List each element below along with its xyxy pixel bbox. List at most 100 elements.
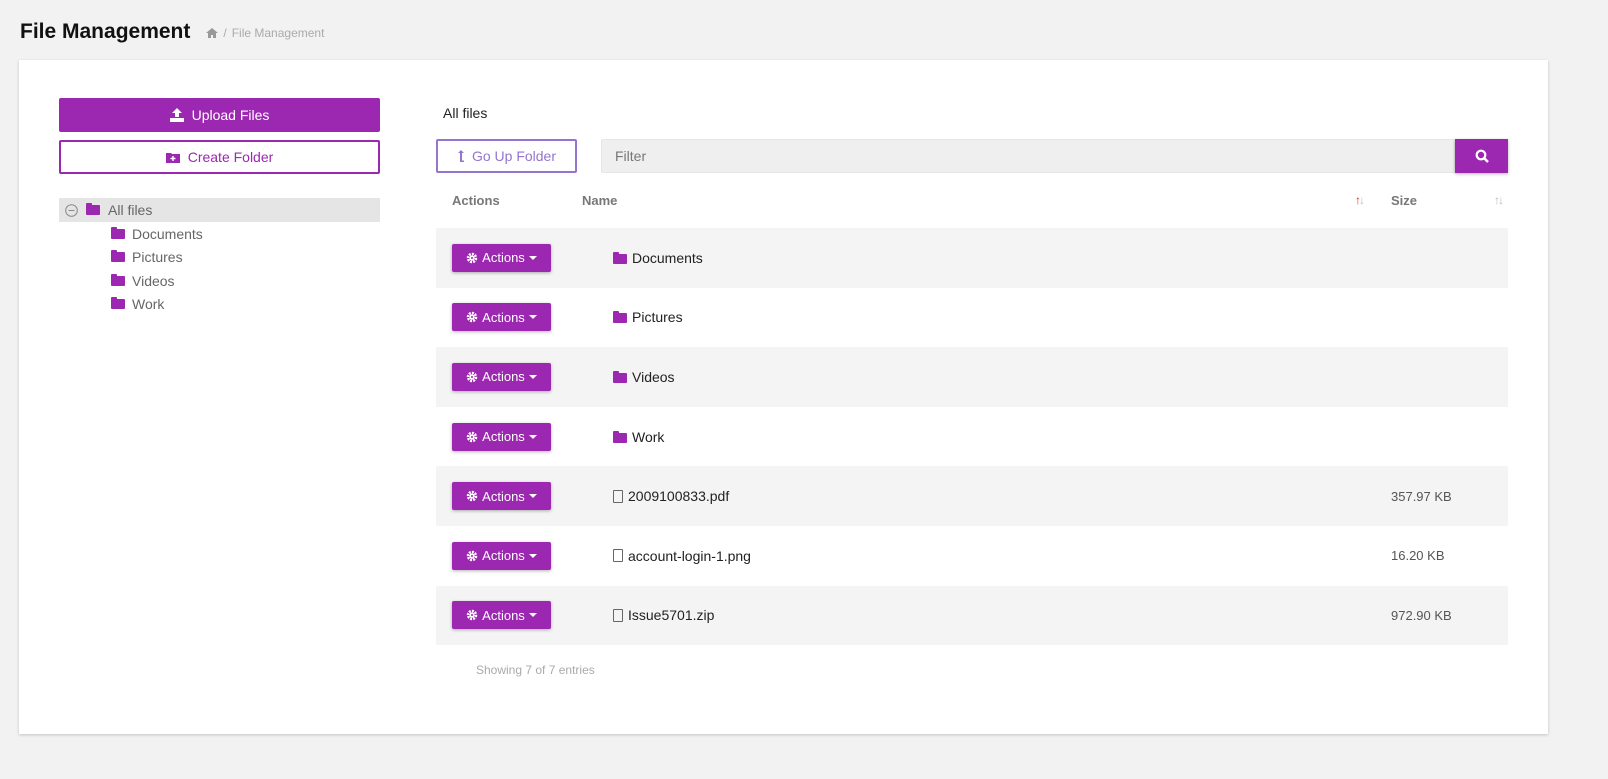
tree-item-videos[interactable]: Videos bbox=[59, 269, 380, 293]
tree-item-label: Pictures bbox=[132, 249, 183, 266]
search-icon bbox=[1475, 149, 1489, 163]
table-row: Actions Pictures bbox=[436, 288, 1508, 348]
home-icon[interactable] bbox=[206, 28, 219, 38]
file-name: Pictures bbox=[632, 309, 683, 326]
file-name: Issue5701.zip bbox=[628, 607, 715, 624]
file-size: 972.90 KB bbox=[1391, 607, 1452, 623]
caret-down-icon bbox=[528, 613, 537, 618]
actions-dropdown-button[interactable]: Actions bbox=[452, 303, 551, 332]
tree-item-work[interactable]: Work bbox=[59, 293, 380, 317]
breadcrumb-current: File Management bbox=[231, 26, 325, 40]
sort-icon[interactable]: ↑↓ bbox=[1494, 193, 1504, 207]
actions-label: Actions bbox=[482, 488, 525, 504]
column-actions: Actions bbox=[452, 193, 500, 208]
go-up-folder-button[interactable]: Go Up Folder bbox=[436, 139, 577, 173]
file-name-link[interactable]: Issue5701.zip bbox=[582, 607, 1375, 623]
file-manager-card: Upload Files Create Folder All files Doc… bbox=[19, 60, 1548, 734]
file-name-link[interactable]: Documents bbox=[582, 250, 1375, 266]
folder-icon bbox=[111, 250, 125, 263]
page-header: File Management / File Management bbox=[20, 20, 324, 44]
actions-dropdown-button[interactable]: Actions bbox=[452, 601, 551, 630]
table-row: Actions 2009100833.pdf 357.97 KB bbox=[436, 466, 1508, 526]
actions-label: Actions bbox=[482, 309, 525, 325]
column-name[interactable]: Name ↑↓ bbox=[582, 193, 1375, 208]
actions-label: Actions bbox=[482, 607, 525, 623]
actions-label: Actions bbox=[482, 369, 525, 385]
sidebar: Upload Files Create Folder All files Doc… bbox=[59, 98, 380, 316]
gear-icon bbox=[466, 312, 478, 323]
file-size: 16.20 KB bbox=[1391, 548, 1445, 564]
upload-files-button[interactable]: Upload Files bbox=[59, 98, 380, 132]
gear-icon bbox=[466, 252, 478, 264]
file-name: 2009100833.pdf bbox=[628, 488, 730, 505]
zip-file-icon bbox=[613, 608, 623, 622]
tree-item-label: All files bbox=[108, 202, 153, 218]
tree-item-pictures[interactable]: Pictures bbox=[59, 246, 380, 270]
folder-tree: All files Documents Pictures Videos Work bbox=[59, 198, 380, 316]
current-folder-label: All files bbox=[443, 105, 488, 121]
folder-icon bbox=[613, 430, 627, 443]
actions-dropdown-button[interactable]: Actions bbox=[452, 541, 551, 570]
search-button[interactable] bbox=[1455, 139, 1508, 173]
caret-down-icon bbox=[528, 494, 537, 499]
folder-icon bbox=[111, 297, 125, 310]
table-row: Actions account-login-1.png 16.20 KB bbox=[436, 526, 1508, 586]
file-name-link[interactable]: Work bbox=[582, 429, 1375, 445]
filter-placeholder: Filter bbox=[615, 148, 647, 164]
gear-icon bbox=[466, 490, 478, 502]
gear-icon bbox=[466, 371, 478, 383]
file-table-body: Actions Documents Actions Pictures Actio… bbox=[436, 228, 1508, 646]
actions-label: Actions bbox=[482, 250, 525, 266]
caret-down-icon bbox=[528, 315, 537, 320]
table-row: Actions Work bbox=[436, 407, 1508, 467]
tree-item-documents[interactable]: Documents bbox=[59, 222, 380, 246]
file-name-link[interactable]: Pictures bbox=[582, 309, 1375, 325]
file-name-link[interactable]: Videos bbox=[582, 369, 1375, 385]
folder-icon bbox=[613, 370, 627, 383]
file-browser: All files Go Up Folder Filter Actions Na… bbox=[436, 98, 1508, 677]
create-folder-button[interactable]: Create Folder bbox=[59, 140, 380, 174]
caret-down-icon bbox=[528, 553, 537, 558]
folder-plus-icon bbox=[165, 152, 180, 163]
actions-dropdown-button[interactable]: Actions bbox=[452, 243, 551, 272]
page-title: File Management bbox=[20, 20, 191, 43]
file-name: Documents bbox=[632, 249, 703, 266]
file-name: Work bbox=[632, 428, 665, 445]
sort-ascending-icon[interactable]: ↑↓ bbox=[1355, 193, 1365, 207]
actions-dropdown-button[interactable]: Actions bbox=[452, 362, 551, 391]
caret-down-icon bbox=[528, 255, 537, 260]
actions-dropdown-button[interactable]: Actions bbox=[452, 482, 551, 511]
caret-down-icon bbox=[528, 374, 537, 379]
actions-label: Actions bbox=[482, 429, 525, 445]
upload-icon bbox=[169, 108, 184, 122]
tree-item-label: Documents bbox=[132, 225, 203, 242]
go-up-folder-label: Go Up Folder bbox=[471, 148, 557, 164]
breadcrumb: / File Management bbox=[206, 26, 324, 40]
file-name: Videos bbox=[632, 368, 675, 385]
file-size: 357.97 KB bbox=[1391, 488, 1452, 504]
column-size[interactable]: Size ↑↓ bbox=[1375, 193, 1508, 208]
actions-dropdown-button[interactable]: Actions bbox=[452, 422, 551, 451]
folder-icon bbox=[613, 311, 627, 324]
gear-icon bbox=[466, 431, 478, 442]
actions-label: Actions bbox=[482, 548, 525, 564]
gear-icon bbox=[466, 550, 478, 562]
file-name-link[interactable]: account-login-1.png bbox=[582, 548, 1375, 564]
column-name-label: Name bbox=[582, 193, 618, 208]
create-folder-label: Create Folder bbox=[187, 149, 274, 165]
folder-icon bbox=[613, 251, 627, 264]
table-row: Actions Issue5701.zip 972.90 KB bbox=[436, 585, 1508, 646]
gear-icon bbox=[466, 610, 478, 621]
upload-files-label: Upload Files bbox=[191, 107, 270, 123]
collapse-icon[interactable] bbox=[65, 203, 78, 217]
folder-icon bbox=[86, 203, 100, 215]
entries-count: Showing 7 of 7 entries bbox=[476, 663, 595, 678]
folder-icon bbox=[111, 273, 125, 286]
file-name-link[interactable]: 2009100833.pdf bbox=[582, 488, 1375, 504]
filter-input[interactable]: Filter bbox=[601, 139, 1455, 173]
tree-item-all-files[interactable]: All files bbox=[59, 198, 380, 222]
file-name: account-login-1.png bbox=[628, 547, 751, 564]
tree-item-label: Videos bbox=[132, 272, 175, 289]
tree-item-label: Work bbox=[132, 296, 165, 313]
breadcrumb-separator: / bbox=[223, 26, 227, 40]
